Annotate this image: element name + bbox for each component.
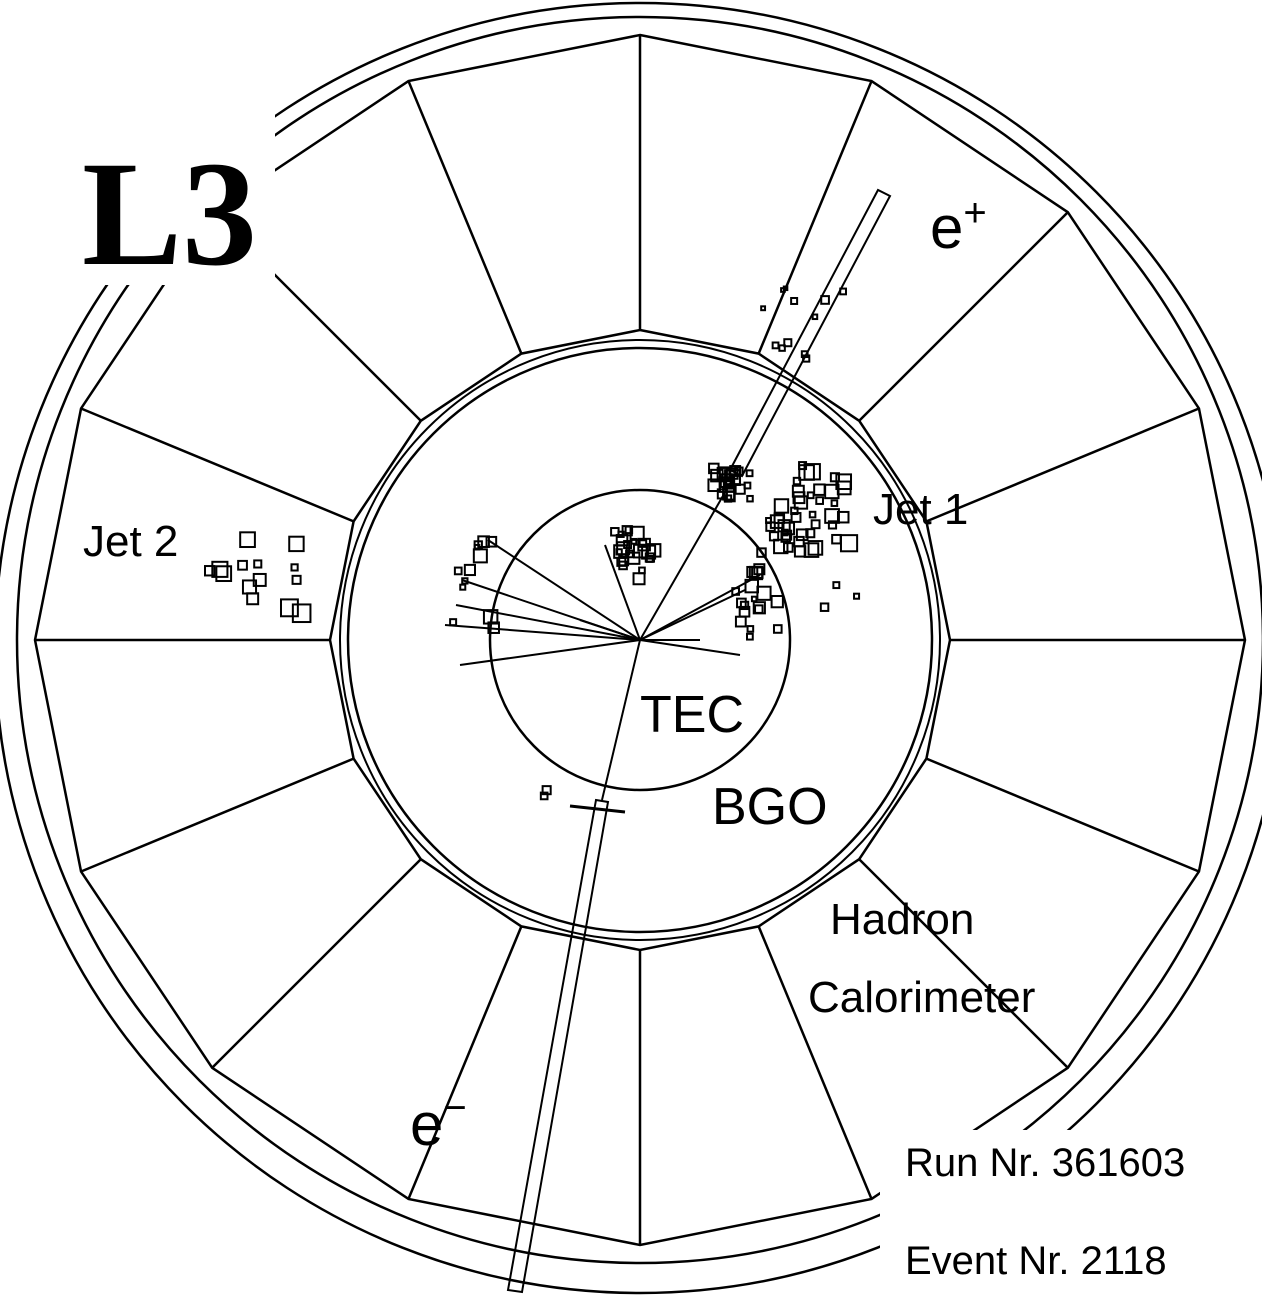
- hit: [460, 585, 465, 590]
- hit: [617, 549, 622, 554]
- hit: [757, 587, 770, 600]
- hit: [816, 497, 823, 504]
- hit: [747, 470, 753, 476]
- hit: [247, 593, 258, 604]
- track: [640, 640, 740, 655]
- hcal-spoke: [212, 859, 421, 1068]
- hcal-spoke: [408, 81, 521, 354]
- hit: [761, 306, 765, 310]
- hit: [832, 500, 838, 506]
- hit: [281, 599, 298, 616]
- track: [460, 640, 640, 665]
- event-number: Event Nr. 2118: [905, 1239, 1167, 1283]
- hit: [748, 626, 754, 632]
- hit: [773, 343, 779, 349]
- track: [445, 625, 640, 640]
- hit: [838, 482, 851, 495]
- track: [605, 545, 640, 640]
- label: BGO: [712, 778, 828, 836]
- hit: [455, 568, 462, 575]
- tracks: [445, 540, 760, 665]
- hcal-spoke: [759, 926, 872, 1199]
- hit: [813, 315, 818, 320]
- hit: [254, 560, 261, 567]
- hit: [747, 496, 753, 502]
- hit: [747, 634, 753, 640]
- hcal-spoke: [759, 81, 872, 354]
- hit: [450, 619, 456, 625]
- event-display: L3 e+ Jet 1 Jet 2 TEC BGO Hadron Calorim…: [0, 0, 1262, 1296]
- hit: [821, 603, 828, 610]
- e-minus-track: [508, 800, 608, 1292]
- hit: [772, 596, 783, 607]
- hit: [755, 605, 763, 613]
- hit: [626, 527, 633, 534]
- label: e+: [930, 191, 987, 261]
- hit: [238, 561, 247, 570]
- label-sup: +: [963, 191, 986, 235]
- hcal-spoke: [859, 859, 1068, 1068]
- run-number: Run Nr. 361603: [905, 1141, 1185, 1185]
- hit: [216, 566, 231, 581]
- hit: [240, 532, 255, 547]
- hit: [291, 564, 297, 570]
- hit: [774, 625, 782, 633]
- hit: [775, 499, 788, 512]
- hcal-spoke: [926, 759, 1199, 872]
- label: e−: [410, 1086, 467, 1158]
- title: L3: [82, 131, 257, 297]
- hcal-spoke: [81, 759, 354, 872]
- hit: [570, 806, 625, 812]
- hcal-spoke: [859, 212, 1068, 421]
- hit: [802, 351, 808, 357]
- hit: [474, 549, 487, 562]
- label-text: e: [410, 1091, 443, 1158]
- hit: [293, 604, 311, 622]
- hit: [794, 537, 803, 546]
- label: Jet 1: [873, 485, 968, 534]
- hcal-spoke: [81, 408, 354, 521]
- hit: [752, 597, 757, 602]
- hit: [634, 573, 645, 584]
- hits: [205, 287, 859, 800]
- page: L3 e+ Jet 1 Jet 2 TEC BGO Hadron Calorim…: [0, 0, 1262, 1296]
- hit: [812, 520, 820, 528]
- hit: [293, 576, 301, 584]
- hit: [794, 478, 800, 484]
- hit: [289, 537, 303, 551]
- hit: [808, 492, 814, 498]
- hit: [465, 565, 475, 575]
- label: Hadron: [830, 895, 974, 944]
- hit: [736, 485, 745, 494]
- hit: [832, 535, 840, 543]
- hit: [814, 484, 824, 494]
- hit: [840, 289, 846, 295]
- label: Jet 2: [83, 517, 178, 566]
- hit: [854, 594, 859, 599]
- label-sup: −: [443, 1086, 466, 1130]
- hit: [841, 535, 857, 551]
- hit: [766, 518, 771, 523]
- hcal-spoke: [408, 926, 521, 1199]
- label: TEC: [640, 686, 744, 744]
- hit: [810, 512, 816, 518]
- label: Calorimeter: [808, 973, 1035, 1022]
- hit: [631, 539, 636, 544]
- label-text: e: [930, 194, 963, 261]
- hit: [736, 617, 746, 627]
- hit: [791, 298, 797, 304]
- track: [602, 640, 640, 800]
- hit: [833, 582, 839, 588]
